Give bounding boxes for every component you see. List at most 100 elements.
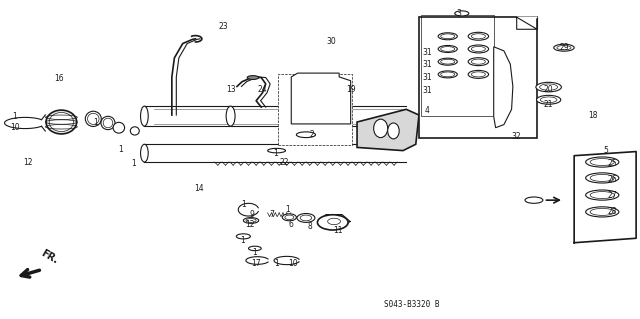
- Bar: [421, 15, 494, 116]
- Ellipse shape: [297, 213, 315, 222]
- Bar: [278, 74, 352, 145]
- Ellipse shape: [586, 173, 619, 183]
- Text: 2: 2: [310, 130, 315, 139]
- Ellipse shape: [88, 113, 99, 124]
- Ellipse shape: [468, 32, 488, 40]
- Ellipse shape: [441, 59, 455, 64]
- Text: 13: 13: [226, 85, 236, 94]
- Ellipse shape: [101, 116, 115, 130]
- Ellipse shape: [49, 113, 74, 131]
- Ellipse shape: [113, 122, 125, 133]
- Ellipse shape: [243, 218, 259, 223]
- Ellipse shape: [590, 208, 614, 215]
- Ellipse shape: [226, 106, 235, 126]
- Text: 3: 3: [457, 9, 461, 18]
- Ellipse shape: [248, 246, 261, 251]
- Ellipse shape: [46, 110, 77, 134]
- Text: S043-B3320 B: S043-B3320 B: [384, 300, 440, 309]
- Text: 27: 27: [607, 190, 618, 200]
- Polygon shape: [516, 17, 537, 29]
- Text: 1: 1: [118, 145, 123, 154]
- Text: 17: 17: [252, 259, 261, 268]
- Text: 12: 12: [23, 158, 32, 167]
- Text: 1: 1: [241, 200, 246, 209]
- Text: 1: 1: [274, 259, 279, 268]
- Text: 29: 29: [559, 43, 569, 52]
- Ellipse shape: [554, 44, 574, 51]
- Text: 7: 7: [269, 210, 274, 219]
- Ellipse shape: [236, 234, 250, 239]
- Ellipse shape: [304, 102, 323, 109]
- Text: 26: 26: [607, 175, 618, 184]
- Ellipse shape: [282, 214, 296, 221]
- Ellipse shape: [268, 148, 285, 153]
- Ellipse shape: [438, 71, 458, 78]
- Ellipse shape: [388, 123, 399, 139]
- Ellipse shape: [590, 159, 614, 166]
- Ellipse shape: [590, 192, 614, 198]
- Ellipse shape: [103, 118, 113, 128]
- Ellipse shape: [300, 215, 312, 221]
- Text: 18: 18: [589, 111, 598, 120]
- Text: 31: 31: [422, 73, 432, 82]
- Ellipse shape: [141, 106, 148, 126]
- Text: 9: 9: [250, 210, 255, 219]
- Ellipse shape: [540, 97, 557, 103]
- Ellipse shape: [300, 100, 327, 111]
- Text: 4: 4: [425, 106, 429, 115]
- Ellipse shape: [303, 88, 324, 97]
- Ellipse shape: [438, 58, 458, 65]
- Text: 23: 23: [218, 22, 228, 31]
- Ellipse shape: [85, 111, 101, 126]
- Text: 10: 10: [10, 123, 20, 132]
- Ellipse shape: [471, 59, 485, 64]
- Text: 31: 31: [422, 86, 432, 95]
- Ellipse shape: [441, 34, 455, 39]
- Ellipse shape: [525, 197, 543, 203]
- Text: 31: 31: [422, 48, 432, 57]
- Text: FR.: FR.: [39, 248, 60, 266]
- Text: 1: 1: [285, 205, 291, 214]
- Ellipse shape: [141, 144, 148, 162]
- Text: 20: 20: [544, 85, 554, 94]
- Ellipse shape: [471, 47, 485, 51]
- Ellipse shape: [438, 46, 458, 52]
- Ellipse shape: [540, 84, 557, 90]
- Text: 28: 28: [608, 207, 617, 216]
- Ellipse shape: [317, 215, 348, 230]
- Text: 6: 6: [288, 220, 293, 229]
- Ellipse shape: [285, 215, 294, 219]
- Ellipse shape: [441, 72, 455, 77]
- Text: 14: 14: [194, 184, 204, 193]
- Text: 10: 10: [289, 259, 298, 268]
- Ellipse shape: [586, 190, 619, 200]
- Text: 22: 22: [280, 158, 289, 167]
- Text: 25: 25: [607, 159, 618, 168]
- Ellipse shape: [468, 45, 488, 53]
- Ellipse shape: [471, 34, 485, 39]
- Ellipse shape: [328, 218, 340, 225]
- Ellipse shape: [438, 33, 458, 40]
- Ellipse shape: [455, 11, 468, 16]
- Ellipse shape: [246, 219, 256, 222]
- Text: 32: 32: [512, 132, 522, 141]
- Polygon shape: [493, 47, 513, 128]
- Text: 24: 24: [258, 85, 268, 94]
- Ellipse shape: [586, 157, 619, 167]
- Text: 1: 1: [240, 236, 244, 245]
- Ellipse shape: [131, 127, 140, 135]
- Ellipse shape: [298, 87, 329, 99]
- Ellipse shape: [586, 207, 619, 217]
- Text: 31: 31: [422, 60, 432, 69]
- Bar: [419, 17, 537, 138]
- Ellipse shape: [536, 82, 561, 92]
- Text: 12: 12: [245, 220, 255, 229]
- Ellipse shape: [468, 70, 488, 78]
- Polygon shape: [357, 109, 419, 151]
- Ellipse shape: [247, 76, 259, 79]
- Ellipse shape: [468, 58, 488, 66]
- Ellipse shape: [374, 119, 388, 137]
- Ellipse shape: [557, 46, 571, 50]
- Text: 30: 30: [326, 38, 337, 47]
- Ellipse shape: [590, 174, 614, 182]
